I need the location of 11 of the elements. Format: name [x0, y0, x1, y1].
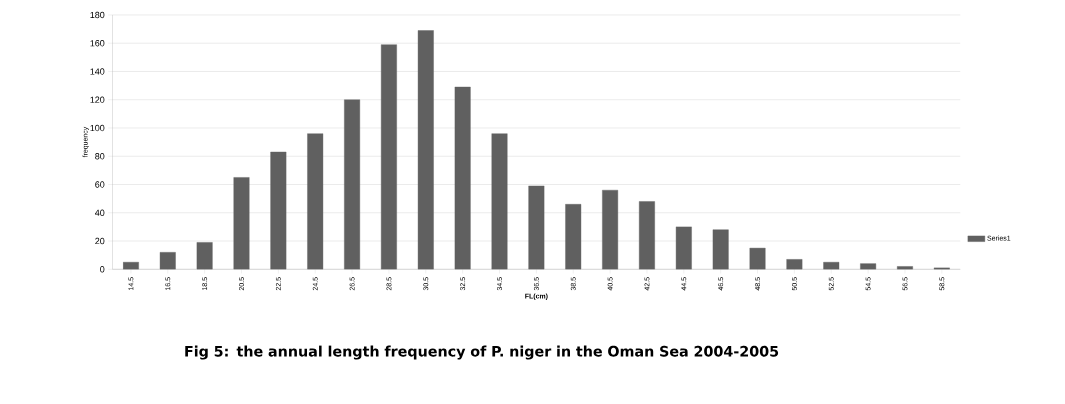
- y-tick-label: 0: [100, 266, 105, 273]
- caption: Fig 5: the annual length frequency of P. niger in the Oman Sea 2004-2005: [185, 345, 779, 360]
- y-tick-label: 100: [90, 124, 105, 132]
- y-tick-label: 120: [90, 96, 105, 103]
- y-tick-label: 40: [94, 209, 105, 216]
- y-tick-label: 140: [90, 68, 105, 75]
- y-tick-label: 60: [95, 181, 105, 188]
- y-tick-label: 180: [90, 11, 105, 19]
- y-tick-label: 160: [90, 40, 105, 47]
- y-tick-label: 20: [95, 237, 105, 245]
- y-tick-label: 80: [95, 153, 105, 160]
